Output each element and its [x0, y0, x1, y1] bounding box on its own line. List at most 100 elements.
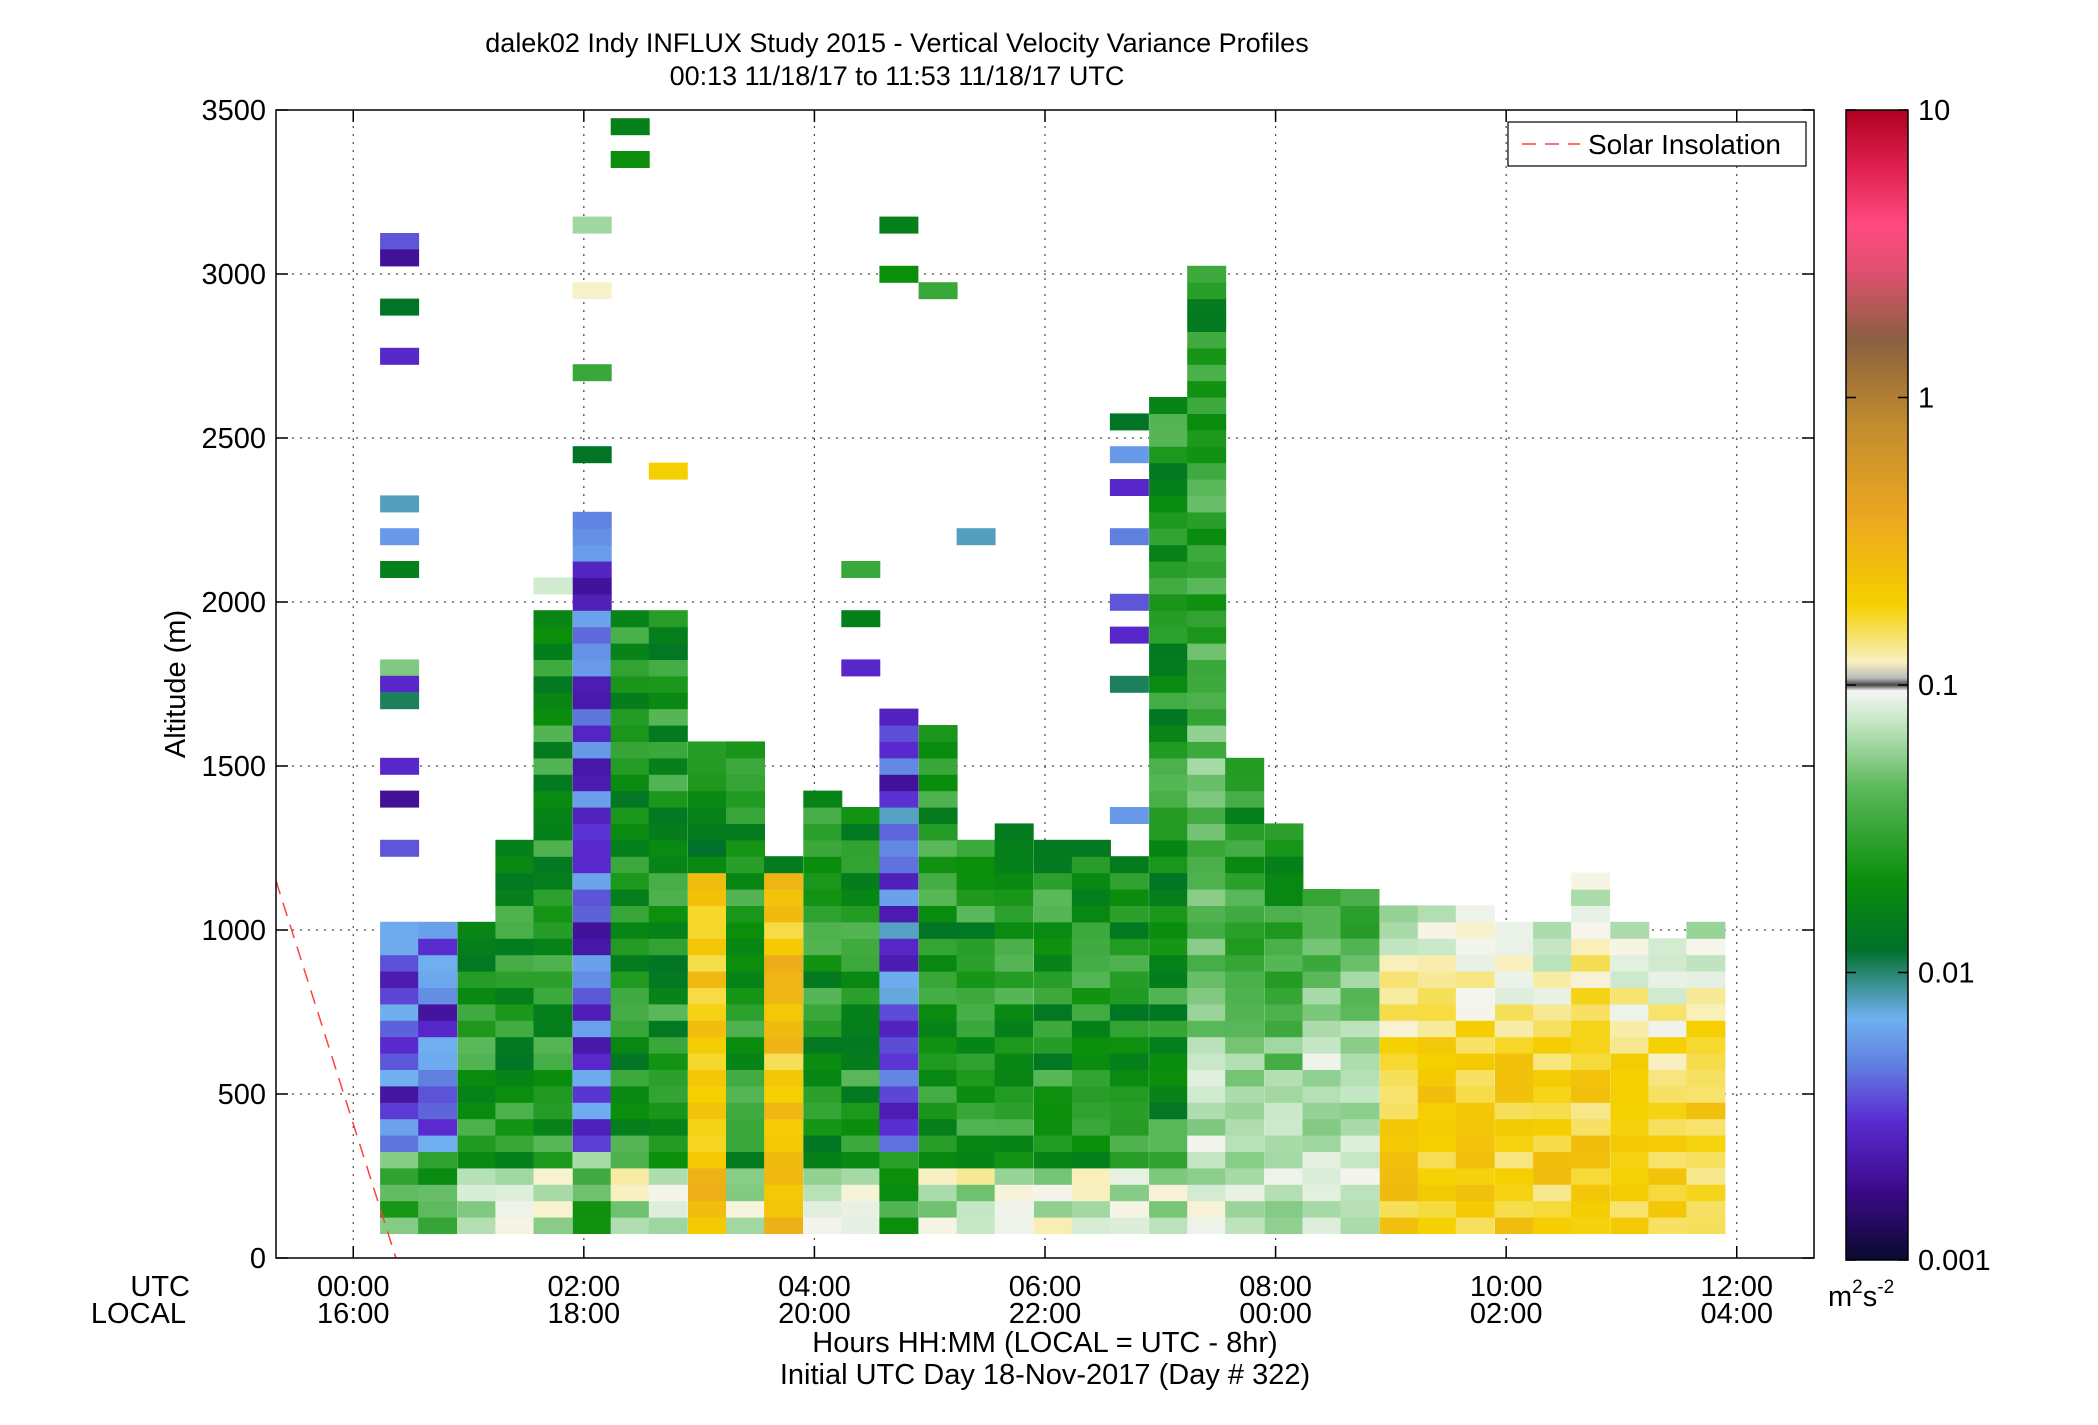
- data-cell: [572, 675, 612, 693]
- data-cell: [610, 839, 650, 857]
- data-cell: [572, 872, 612, 890]
- data-cell: [572, 659, 612, 677]
- data-cell: [841, 872, 881, 890]
- data-cell: [879, 216, 919, 234]
- data-cell: [380, 971, 420, 988]
- data-cell: [764, 1069, 804, 1087]
- data-cell: [956, 1102, 996, 1120]
- data-cell: [764, 1217, 804, 1234]
- data-cell: [1379, 1167, 1419, 1185]
- data-cell: [1686, 1003, 1726, 1021]
- data-cell: [418, 971, 458, 988]
- colorbar-tick-label: 1: [1918, 383, 1934, 415]
- data-cell: [380, 675, 420, 693]
- data-cell: [495, 971, 535, 988]
- data-cell: [1109, 1118, 1149, 1136]
- data-cell: [764, 1167, 804, 1185]
- data-cell: [572, 1118, 612, 1136]
- chart-title: dalek02 Indy INFLUX Study 2015 - Vertica…: [485, 28, 1308, 58]
- data-cell: [1225, 889, 1265, 906]
- data-cell: [380, 1184, 420, 1202]
- data-cell: [572, 1102, 612, 1120]
- data-cell: [1033, 938, 1073, 956]
- data-cell: [1340, 1036, 1380, 1054]
- data-cell: [610, 889, 650, 906]
- data-cell: [1225, 971, 1265, 988]
- data-cell: [1225, 1020, 1265, 1038]
- data-cell: [1149, 790, 1189, 808]
- data-cell: [648, 1020, 688, 1038]
- data-cell: [1533, 1102, 1573, 1120]
- data-cell: [1610, 1102, 1650, 1120]
- data-cell: [994, 1184, 1034, 1202]
- data-cell: [726, 1036, 765, 1054]
- data-cell: [648, 987, 688, 1005]
- data-cell: [533, 921, 573, 939]
- data-cell: [1571, 1167, 1611, 1185]
- data-cell: [918, 741, 958, 759]
- data-cell: [380, 1118, 420, 1136]
- data-cell: [1149, 675, 1189, 693]
- data-cell: [380, 1036, 420, 1054]
- data-cell: [918, 1118, 958, 1136]
- data-cell: [1302, 1151, 1342, 1169]
- data-cell: [648, 1053, 688, 1070]
- data-cell: [918, 774, 958, 792]
- data-cell: [994, 905, 1034, 923]
- data-cell: [918, 905, 958, 923]
- data-cell: [380, 1020, 420, 1038]
- data-cell: [572, 610, 612, 628]
- data-cell: [418, 1036, 458, 1054]
- data-cell: [1033, 921, 1073, 939]
- data-cell: [1495, 1069, 1534, 1087]
- data-cell: [533, 610, 573, 628]
- data-cell: [1495, 921, 1534, 939]
- data-cell: [956, 856, 996, 874]
- data-cell: [380, 1053, 420, 1070]
- data-cell: [1149, 397, 1189, 414]
- data-cell: [879, 741, 919, 759]
- data-cell: [1187, 774, 1227, 792]
- data-cell: [648, 708, 688, 726]
- data-cell: [1109, 1167, 1149, 1185]
- data-cell: [956, 905, 996, 923]
- data-cell: [1187, 413, 1227, 431]
- x-tick-label-utc: 06:00: [1009, 1271, 1082, 1303]
- data-cell: [1264, 1003, 1304, 1021]
- x-tick-label-local: 16:00: [317, 1298, 390, 1330]
- data-cell: [726, 1003, 765, 1021]
- data-cell: [1417, 1184, 1457, 1202]
- data-cell: [688, 1217, 727, 1234]
- data-cell: [1187, 807, 1227, 824]
- data-cell: [994, 1118, 1034, 1136]
- legend: Solar Insolation: [1507, 121, 1807, 167]
- data-cell: [1302, 1118, 1342, 1136]
- data-cell: [1302, 987, 1342, 1005]
- data-cell: [1495, 1184, 1534, 1202]
- data-cell: [495, 1118, 535, 1136]
- data-cell: [572, 1135, 612, 1152]
- data-cell: [803, 1167, 843, 1185]
- data-cell: [1264, 856, 1304, 874]
- data-cell: [688, 1069, 727, 1087]
- data-cell: [764, 971, 804, 988]
- data-cell: [956, 1167, 996, 1185]
- data-cell: [1417, 1036, 1457, 1054]
- data-cell: [533, 823, 573, 841]
- data-cell: [956, 954, 996, 972]
- data-cell: [1302, 1167, 1342, 1185]
- data-cell: [572, 593, 612, 611]
- data-cell: [380, 1151, 420, 1169]
- data-cell: [918, 1069, 958, 1087]
- data-cell: [1071, 1217, 1111, 1234]
- data-cell: [1302, 1217, 1342, 1234]
- data-cell: [1225, 1085, 1265, 1103]
- data-cell: [803, 1036, 843, 1054]
- data-cell: [533, 1217, 573, 1234]
- data-cell: [648, 1036, 688, 1054]
- data-cell: [688, 987, 727, 1005]
- data-cell: [726, 954, 765, 972]
- data-cell: [1686, 1036, 1726, 1054]
- data-cell: [1149, 446, 1189, 464]
- data-cell: [1495, 1151, 1534, 1169]
